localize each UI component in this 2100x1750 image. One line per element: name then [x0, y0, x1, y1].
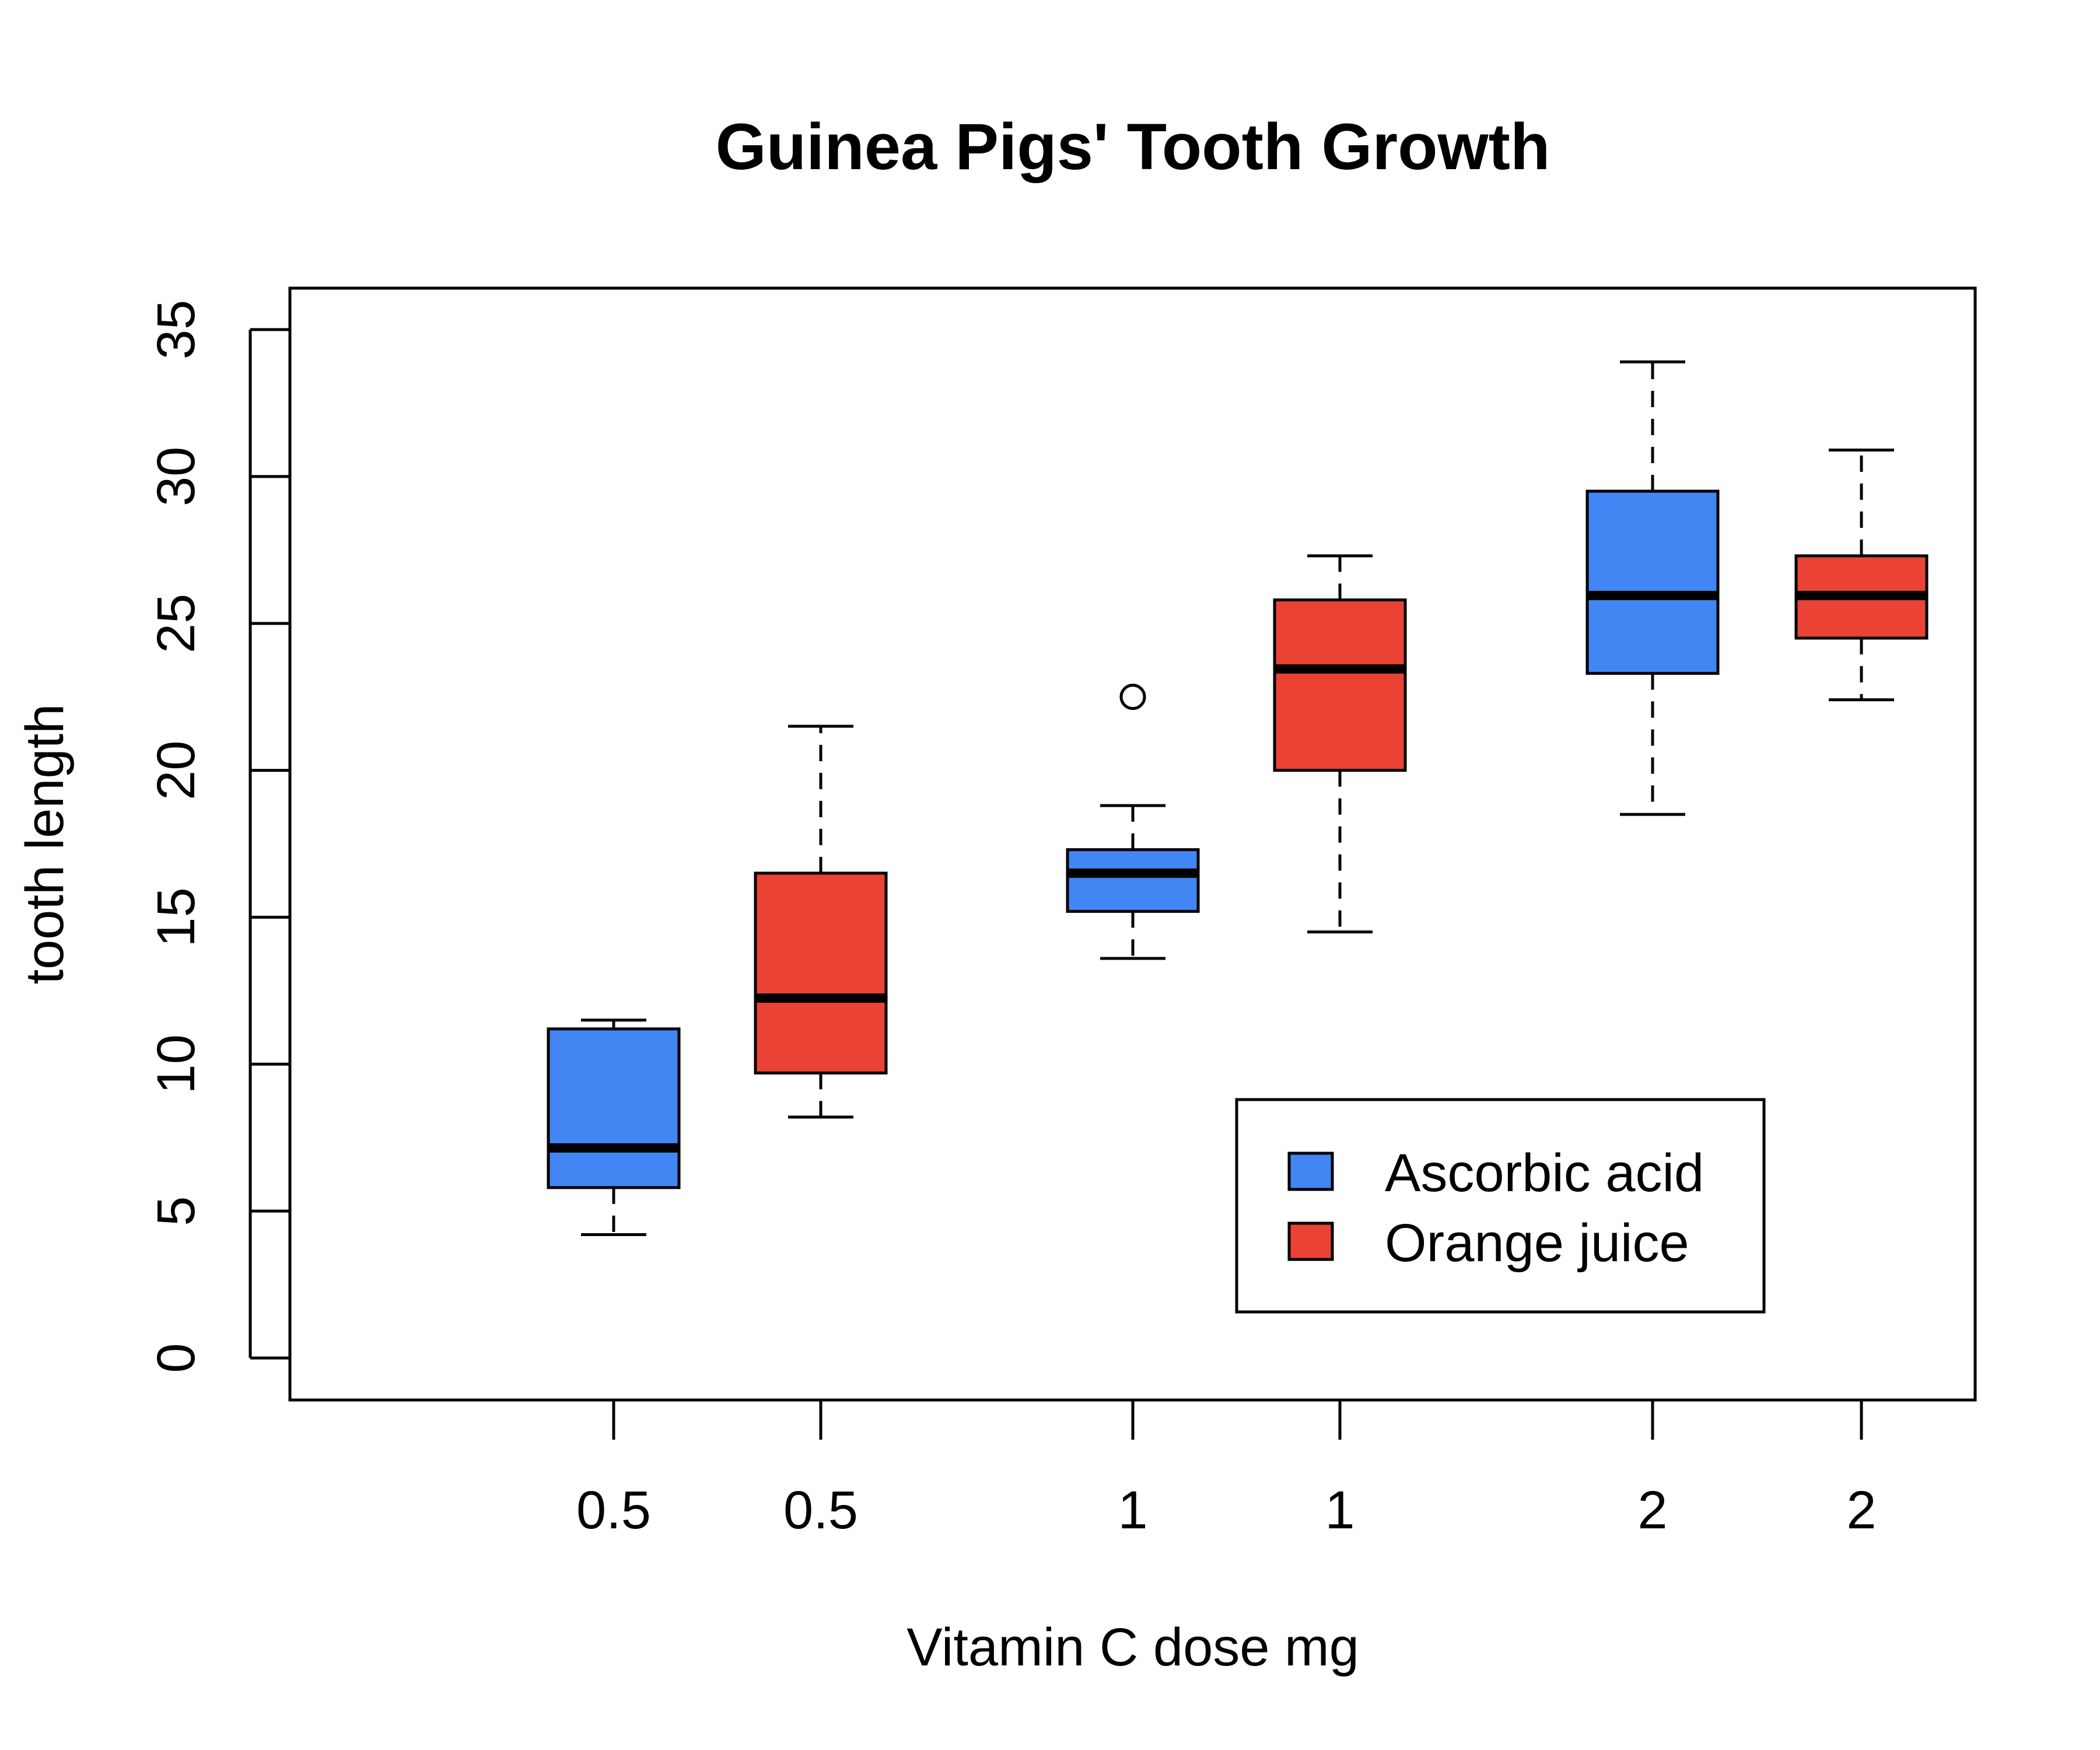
y-tick-label-10: 10: [146, 1034, 206, 1094]
box-iqr: [1273, 598, 1407, 772]
y-tick-label-25: 25: [146, 594, 206, 653]
legend: Ascorbic acid Orange juice: [1235, 1098, 1766, 1314]
box-iqr: [1066, 848, 1200, 913]
x-tick-label-1: 0.5: [783, 1480, 858, 1540]
box-3: [1273, 554, 1407, 934]
legend-label-ascorbic-acid: Ascorbic acid: [1385, 1143, 1704, 1203]
box-0: [547, 1019, 681, 1236]
box-2: [1066, 684, 1200, 960]
y-tick-label-30: 30: [146, 447, 206, 506]
x-tick-label-4: 2: [1637, 1480, 1667, 1540]
y-tick-label-0: 0: [146, 1343, 206, 1373]
box-iqr: [1586, 489, 1720, 675]
x-tick-label-5: 2: [1846, 1480, 1876, 1540]
box-1: [754, 724, 888, 1119]
outlier-point: [1119, 684, 1146, 710]
boxes-layer: [547, 360, 1929, 1236]
legend-label-orange-juice: Orange juice: [1385, 1213, 1689, 1273]
box-iqr: [754, 872, 888, 1074]
legend-swatch-orange-juice: [1287, 1222, 1334, 1261]
x-tick-label-2: 1: [1118, 1480, 1147, 1540]
box-5: [1794, 449, 1929, 702]
legend-frame: [1235, 1098, 1766, 1314]
box-4: [1586, 360, 1720, 816]
x-axis: 0.5 0.5 1 1 2 2: [576, 1400, 1877, 1540]
y-tick-label-35: 35: [146, 300, 206, 359]
y-axis: 0 5 10 15 20 25 30 35: [146, 300, 290, 1373]
y-tick-label-15: 15: [146, 887, 206, 947]
x-tick-label-3: 1: [1325, 1480, 1354, 1540]
y-tick-label-20: 20: [146, 740, 206, 800]
chart-title: Guinea Pigs' Tooth Growth: [716, 110, 1550, 183]
legend-swatch-ascorbic-acid: [1287, 1152, 1334, 1191]
y-axis-label: tooth length: [15, 704, 75, 985]
x-axis-label: Vitamin C dose mg: [907, 1618, 1359, 1677]
y-tick-label-5: 5: [146, 1196, 206, 1226]
box-iqr: [547, 1027, 681, 1189]
x-tick-label-0: 0.5: [576, 1480, 651, 1540]
